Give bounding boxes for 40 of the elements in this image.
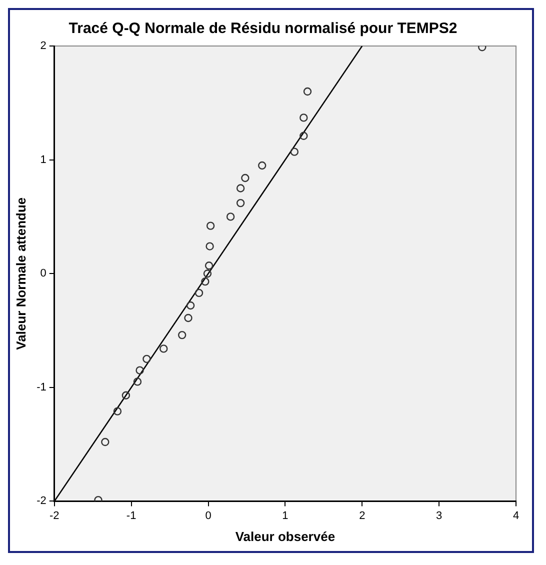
point <box>186 301 195 310</box>
point <box>300 132 308 140</box>
y-tick-label: 0 <box>40 268 46 280</box>
point <box>290 148 299 156</box>
point <box>236 198 245 208</box>
y-axis-title: Valeur Normale attendue <box>13 197 28 350</box>
point <box>178 330 186 340</box>
point <box>204 262 214 270</box>
x-tick-label: -2 <box>49 510 60 522</box>
point <box>142 354 151 364</box>
point <box>203 270 212 278</box>
point <box>160 344 168 353</box>
x-tick-label: 1 <box>282 510 288 522</box>
x-tick-label: 2 <box>359 510 366 522</box>
point <box>300 114 308 122</box>
x-tick-label: -1 <box>126 510 136 522</box>
point <box>101 438 110 446</box>
point <box>258 161 266 170</box>
point <box>236 184 245 192</box>
point <box>241 174 250 182</box>
point <box>184 314 192 322</box>
point <box>226 212 235 221</box>
point <box>136 366 144 374</box>
point <box>206 222 215 230</box>
x-axis-title: Valeur observée <box>235 528 336 544</box>
point <box>122 391 130 400</box>
point <box>201 277 210 286</box>
y-tick-label: -1 <box>36 381 46 394</box>
y-tick-label: 1 <box>40 154 46 166</box>
point <box>113 407 122 416</box>
x-tick-label: 0 <box>205 510 212 522</box>
point <box>194 288 204 298</box>
x-tick-label: 3 <box>436 510 442 522</box>
point <box>133 378 142 386</box>
chart-title: Tracé Q-Q Normale de Résidu normalisé pour TEMPS2 <box>68 20 458 38</box>
point <box>206 242 214 250</box>
y-tick-label: -2 <box>36 495 46 508</box>
x-tick-label: 4 <box>512 510 520 522</box>
y-tick-label: 2 <box>40 40 46 52</box>
point <box>303 87 312 96</box>
